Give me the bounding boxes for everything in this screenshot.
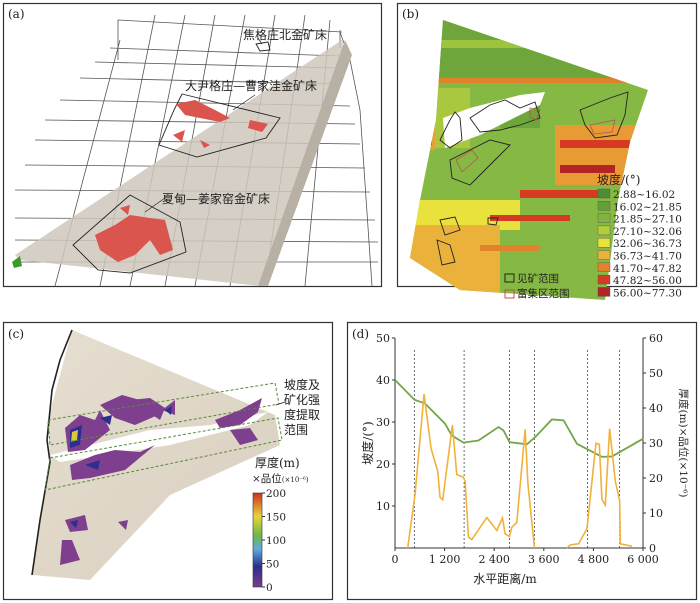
boundary-line — [31, 329, 73, 576]
deposit-label-jiaogezhuang: 焦格庄北金矿床 — [243, 27, 327, 42]
mineralization-bodies — [60, 395, 262, 565]
panel-d-frame — [346, 321, 698, 601]
legend-swatch — [597, 201, 611, 211]
legend-swatch — [597, 274, 611, 285]
colorbar — [252, 492, 263, 588]
y2-tick-label: 10 — [649, 507, 663, 520]
deposit-label-dayingezhuang: 大尹格庄—曹家洼金矿床 — [185, 78, 317, 93]
x-tick-label: 2 400 — [478, 553, 510, 566]
fault-plane — [15, 40, 345, 286]
outline-legend: 见矿范围 富集区范围 — [504, 272, 570, 300]
enrichment-outlines — [455, 107, 616, 173]
legend-swatch — [597, 250, 611, 260]
y2-tick-label: 20 — [649, 472, 663, 485]
x-tick-label: 6 000 — [627, 553, 659, 566]
x-tick-label: 3 600 — [528, 553, 560, 566]
legend-swatch — [597, 188, 611, 199]
panel-a-label: (a) — [8, 7, 25, 21]
ore-body-dayinge — [158, 93, 281, 158]
colorbar-tick-label: 100 — [266, 535, 286, 547]
enrichment-swatch — [504, 289, 515, 299]
panel-c: 坡度及 矿化强 度提取 范围 厚度(m) ×品位(×10⁻⁶) 200 150 10… — [2, 321, 334, 601]
x-tick-label: 0 — [392, 553, 399, 566]
ore-range-label: 见矿范围 — [517, 272, 559, 285]
enrichment-label: 富集区范围 — [517, 287, 570, 300]
colorbar-tick-label: 200 — [266, 488, 286, 500]
legend-label: 41.70~47.82 — [613, 263, 682, 275]
panel-d: (d) 0 1 200 2 400 3 600 4 800 6 000 10 20 30 40 50… — [346, 321, 698, 601]
y2-tick-label: 30 — [649, 437, 663, 450]
ore-body-north — [255, 37, 271, 52]
panel-b: 坡度/(°) 2.88~16.0216.02~21.8521.85~27.102… — [396, 2, 698, 300]
y-tick-label: 10 — [376, 500, 390, 513]
legend-swatch — [597, 213, 611, 223]
panel-d-label: (d) — [352, 327, 369, 341]
slope-legend: 2.88~16.0216.02~21.8521.85~27.1027.10~32… — [597, 188, 682, 299]
colorbar-tick-label: 50 — [266, 559, 279, 571]
x-tick-label: 1 200 — [429, 553, 461, 566]
panel-c-label: (c) — [8, 327, 24, 341]
legend-label: 32.06~36.73 — [613, 238, 682, 250]
fault-gap — [443, 92, 545, 148]
x-tick-label: 4 800 — [578, 553, 610, 566]
y-tick-label: 50 — [376, 332, 390, 345]
fault-plane-side — [258, 40, 352, 286]
annotation-line-3: 度提取 — [284, 407, 320, 422]
legend-label: 2.88~16.02 — [613, 189, 675, 201]
ore-body-xiadian — [72, 194, 187, 274]
legend-label: 16.02~21.85 — [613, 201, 682, 213]
deposit-label-xiadian: 夏甸—姜家窑金矿床 — [162, 191, 270, 206]
high-value-spot — [71, 430, 78, 442]
y-tick-label: 40 — [376, 374, 390, 387]
colorbar-subtitle: ×品位(×10⁻⁶) — [252, 472, 309, 485]
legend-label: 36.73~41.70 — [613, 251, 682, 263]
x-axis-label: 水平距离/m — [473, 571, 537, 586]
annotation-line-2: 矿化强 — [284, 393, 320, 407]
y-axis-label: 坡度/(°) — [360, 421, 375, 464]
y2-tick-label: 50 — [649, 367, 663, 380]
thickness-grade-line — [566, 428, 633, 549]
colorbar-ticks: 200 150 100 50 0 — [262, 488, 286, 594]
legend-swatch — [597, 237, 611, 248]
y2-tick-label: 60 — [649, 332, 663, 345]
slope-legend-title: 坡度/(°) — [597, 172, 640, 187]
legend-swatch — [597, 287, 611, 297]
annotation-leader — [275, 401, 286, 406]
high-grade-spots — [70, 406, 172, 528]
ore-outlines — [436, 91, 629, 266]
north-arrow-icon — [12, 256, 22, 268]
annotation-line-1: 坡度及 — [284, 377, 320, 392]
y2-axis-label: 厚度(m)×品位(×10⁻⁶) — [677, 388, 690, 497]
legend-label: 56.00~77.30 — [613, 287, 682, 299]
ore-range-swatch — [504, 273, 515, 283]
fault-gap — [50, 412, 268, 462]
legend-label: 47.82~56.00 — [613, 275, 682, 287]
legend-label: 27.10~32.06 — [613, 226, 682, 238]
annotation-line-4: 范围 — [284, 423, 308, 437]
legend-swatch — [597, 262, 611, 272]
colorbar-title: 厚度(m) — [255, 455, 300, 470]
panel-a: (a) 焦格庄北金矿床 大尹格庄—曹家洼金矿床 夏甸—姜家窑金矿床 — [2, 2, 383, 288]
colorbar-tick-label: 0 — [266, 582, 273, 594]
chart-d: 0 1 200 2 400 3 600 4 800 6 000 10 20 30 40 50 0 10 2… — [376, 332, 663, 566]
panel-b-label: (b) — [402, 7, 419, 21]
thickness-grade-line — [406, 393, 536, 549]
y2-tick-label: 40 — [649, 402, 663, 415]
legend-label: 21.85~27.10 — [613, 214, 682, 226]
legend-swatch — [597, 225, 611, 236]
y-tick-label: 20 — [376, 458, 390, 471]
colorbar-tick-label: 150 — [266, 512, 286, 524]
y-tick-label: 30 — [376, 416, 390, 429]
slope-line — [394, 379, 644, 458]
y2-tick-label: 0 — [649, 542, 656, 555]
